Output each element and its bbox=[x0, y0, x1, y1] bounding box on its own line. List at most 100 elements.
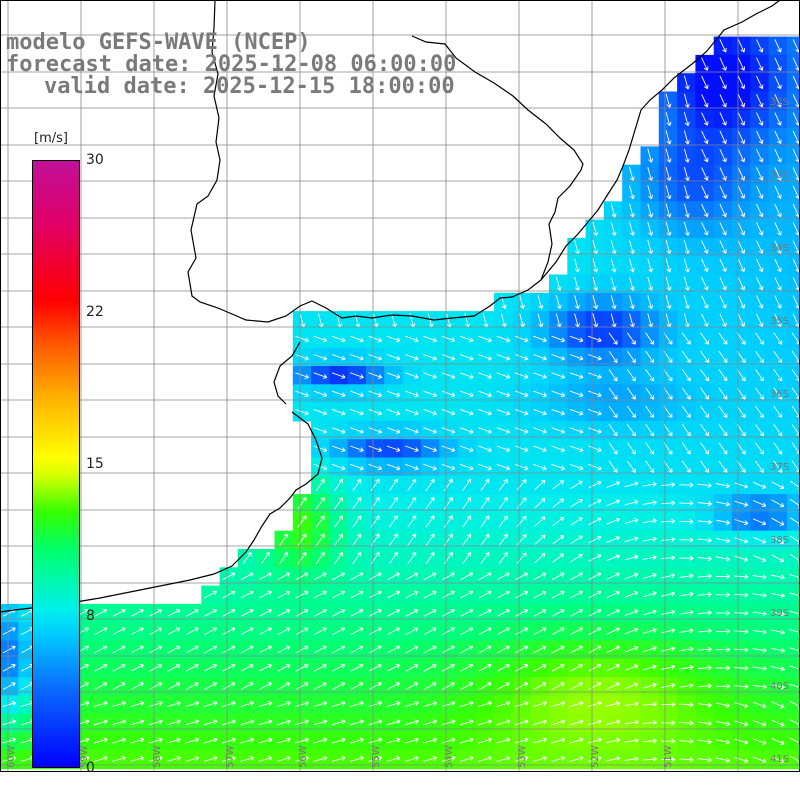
wind-arrow bbox=[574, 295, 580, 310]
wind-arrow bbox=[629, 203, 635, 218]
wind-cell bbox=[786, 640, 800, 660]
wind-arrow bbox=[496, 372, 511, 379]
wind-arrow bbox=[665, 203, 672, 218]
wind-arrow bbox=[570, 535, 583, 544]
wind-arrow bbox=[204, 627, 217, 635]
wind-arrow bbox=[496, 572, 510, 581]
wind-arrow bbox=[697, 610, 712, 616]
wind-arrow bbox=[701, 130, 709, 144]
wind-arrow bbox=[405, 590, 419, 599]
wind-arrow bbox=[660, 720, 676, 726]
wind-cell bbox=[786, 475, 800, 495]
wind-arrow bbox=[331, 719, 346, 726]
wind-arrow bbox=[222, 609, 236, 617]
wind-arrow bbox=[94, 609, 108, 617]
wind-arrow bbox=[647, 258, 654, 273]
wind-arrow bbox=[661, 573, 676, 579]
wind-arrow bbox=[608, 332, 618, 345]
wind-arrow bbox=[774, 222, 782, 236]
lon-label: 58W bbox=[152, 745, 163, 768]
wind-arrow bbox=[755, 350, 764, 364]
wind-arrow bbox=[496, 645, 510, 654]
wind-arrow bbox=[756, 313, 764, 327]
wind-arrow bbox=[441, 372, 456, 379]
wind-arrow bbox=[679, 591, 694, 597]
wind-arrow bbox=[737, 57, 746, 71]
wind-cell bbox=[786, 384, 800, 404]
wind-arrow bbox=[423, 590, 437, 599]
wind-arrow bbox=[737, 185, 746, 199]
wind-arrow bbox=[425, 478, 435, 491]
wind-arrow bbox=[719, 130, 727, 144]
colorbar-tick: 0 bbox=[86, 760, 95, 776]
wind-arrow bbox=[642, 500, 657, 506]
lon-label: 54W bbox=[444, 745, 455, 768]
wind-arrow bbox=[551, 701, 566, 707]
wind-arrow bbox=[629, 295, 635, 310]
lon-label: 55W bbox=[371, 745, 382, 768]
wind-arrow bbox=[697, 665, 712, 671]
wind-arrow bbox=[752, 554, 767, 562]
wind-arrow bbox=[112, 609, 126, 617]
wind-arrow bbox=[642, 554, 657, 560]
wind-arrow bbox=[570, 517, 583, 526]
wind-arrow bbox=[679, 646, 694, 652]
wind-arrow bbox=[130, 755, 145, 762]
wind-arrow bbox=[368, 627, 382, 635]
wind-arrow bbox=[771, 536, 785, 544]
wind-arrow bbox=[295, 390, 309, 398]
wind-arrow bbox=[665, 258, 672, 273]
wind-arrow bbox=[574, 240, 580, 255]
wind-arrow bbox=[734, 757, 749, 763]
wind-arrow bbox=[368, 737, 383, 744]
wind-cell bbox=[786, 402, 800, 422]
wind-arrow bbox=[130, 701, 145, 707]
wind-arrow bbox=[588, 463, 602, 471]
wind-cell bbox=[786, 695, 800, 715]
lat-label: 33S bbox=[770, 170, 789, 181]
wind-arrow bbox=[221, 755, 236, 762]
wind-arrow bbox=[514, 701, 529, 707]
wind-arrow bbox=[496, 408, 511, 416]
wind-arrow bbox=[441, 755, 456, 762]
wind-arrow bbox=[478, 701, 493, 707]
wind-arrow bbox=[498, 497, 508, 510]
wind-arrow bbox=[629, 276, 635, 291]
wind-arrow bbox=[752, 738, 767, 745]
coastline-land-boundary bbox=[187, 0, 584, 323]
wind-arrow bbox=[718, 405, 728, 418]
wind-arrow bbox=[608, 460, 618, 473]
wind-arrow bbox=[423, 755, 438, 762]
wind-arrow bbox=[295, 701, 310, 707]
wind-arrow bbox=[624, 701, 639, 707]
wind-arrow bbox=[240, 627, 254, 635]
wind-arrow bbox=[715, 739, 731, 745]
wind-arrow bbox=[350, 445, 364, 453]
wind-arrow bbox=[681, 332, 691, 345]
wind-arrow bbox=[537, 313, 544, 328]
wind-arrow bbox=[368, 572, 382, 581]
wind-arrow bbox=[773, 332, 783, 345]
wind-arrow bbox=[332, 627, 346, 635]
wind-arrow bbox=[700, 350, 710, 364]
wind-arrow bbox=[94, 663, 108, 672]
wind-arrow bbox=[736, 369, 746, 382]
wind-arrow bbox=[480, 497, 490, 510]
wind-arrow bbox=[112, 737, 127, 744]
wind-arrow bbox=[331, 335, 346, 343]
wind-arrow bbox=[661, 591, 676, 597]
wind-arrow bbox=[222, 627, 236, 635]
wind-arrow bbox=[295, 572, 309, 581]
wind-arrow bbox=[496, 335, 511, 343]
wind-arrow bbox=[423, 682, 437, 690]
wind-arrow bbox=[167, 663, 181, 672]
wind-arrow bbox=[752, 720, 767, 727]
wind-arrow bbox=[534, 516, 546, 527]
wind-arrow bbox=[587, 719, 602, 726]
wind-arrow bbox=[551, 335, 566, 343]
wind-arrow bbox=[771, 719, 785, 727]
wind-arrow bbox=[240, 572, 254, 581]
wind-arrow bbox=[515, 609, 529, 617]
wind-arrow bbox=[460, 663, 474, 672]
